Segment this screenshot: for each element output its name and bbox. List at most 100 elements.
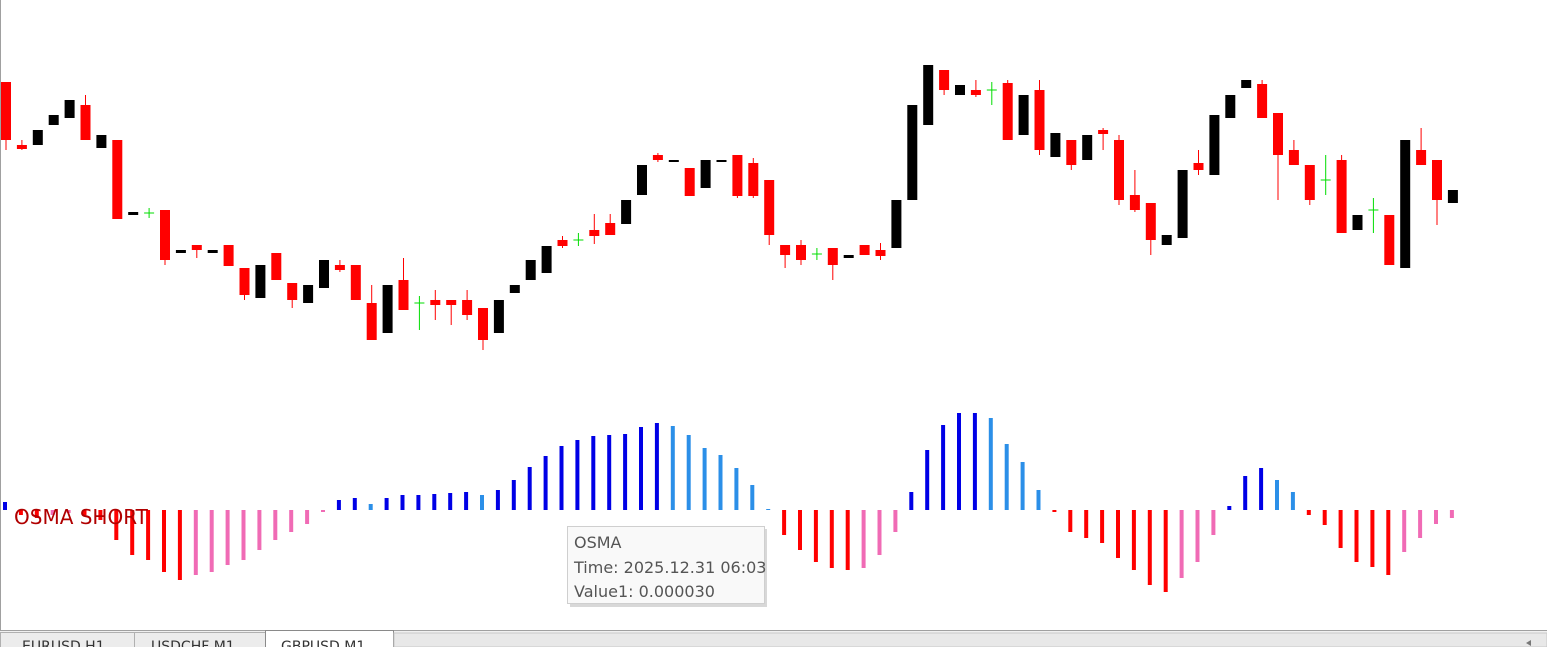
candle-body <box>955 85 965 95</box>
osma-bar <box>209 510 214 572</box>
candle-body <box>1066 140 1077 165</box>
osma-bar <box>813 510 818 562</box>
candle-body <box>1145 203 1156 240</box>
osma-bar <box>861 510 866 568</box>
candle-body <box>1384 215 1395 265</box>
osma-bar <box>241 510 246 560</box>
osma-bar <box>1195 510 1200 562</box>
candle-body <box>112 140 123 219</box>
tab-label[interactable]: GBPUSD,M1 <box>281 639 365 647</box>
osma-bar <box>1449 510 1454 518</box>
osma-bar <box>591 436 596 510</box>
osma-bar <box>1084 510 1089 538</box>
candle-body <box>1288 150 1299 165</box>
osma-bar <box>162 510 166 572</box>
candle-body <box>1098 130 1109 134</box>
candle-body <box>589 230 600 236</box>
osma-bar <box>273 510 278 540</box>
osma-bar <box>702 448 707 510</box>
candle-body <box>748 163 759 196</box>
candle-body <box>1129 195 1140 210</box>
osma-bar <box>3 502 7 510</box>
osma-bar <box>177 510 182 580</box>
candle-body <box>128 212 139 215</box>
candle-body <box>255 265 266 298</box>
osma-bar <box>1306 510 1311 515</box>
osma-bar <box>1147 510 1152 585</box>
candle-body <box>923 65 934 125</box>
osma-bar <box>336 500 341 510</box>
candle-body <box>350 265 361 300</box>
candle-body <box>366 303 377 340</box>
candle-body <box>382 285 393 333</box>
osma-bar <box>1131 510 1136 570</box>
osma-bar <box>1052 510 1057 512</box>
candle-body <box>175 250 186 253</box>
tooltip-title: OSMA <box>574 533 622 552</box>
candle-body <box>1193 163 1204 170</box>
osma-bar <box>1116 510 1120 558</box>
candle-body <box>1050 133 1061 157</box>
candle-body <box>287 283 298 300</box>
scroll-arrow[interactable] <box>1526 640 1531 646</box>
candle-body <box>843 255 854 258</box>
osma-bar <box>1243 476 1248 510</box>
osma-bar <box>34 510 39 518</box>
osma-bar <box>845 510 850 570</box>
candle-body <box>859 245 870 255</box>
osma-bar <box>146 510 151 560</box>
tab-label[interactable]: EURUSD,H1 <box>22 639 105 647</box>
osma-bar <box>1004 444 1009 510</box>
candle-body <box>303 285 314 303</box>
osma-bar <box>559 446 564 510</box>
osma-bar <box>368 504 373 510</box>
osma-bar <box>400 495 405 510</box>
candle-body <box>525 260 536 280</box>
candle-body <box>1416 150 1427 165</box>
osma-bar <box>1322 510 1327 525</box>
osma-bar <box>1259 468 1264 510</box>
osma-bar <box>114 510 119 540</box>
osma-bar <box>511 480 516 510</box>
osma-bar <box>480 495 484 510</box>
osma-bar <box>1211 510 1216 535</box>
osma-bar <box>972 413 977 510</box>
candle-body <box>796 245 806 260</box>
candle-body <box>621 200 632 224</box>
candle-body <box>509 285 520 293</box>
osma-bar <box>877 510 882 555</box>
osma-bar <box>225 510 230 565</box>
osma-bar <box>1227 506 1232 510</box>
candle-body <box>637 165 647 195</box>
tooltip-box <box>567 526 765 604</box>
osma-bar <box>623 434 628 510</box>
osma-bar <box>893 510 898 532</box>
candle-body <box>1082 135 1093 160</box>
osma-bar <box>1370 510 1375 567</box>
osma-bar <box>1290 492 1295 510</box>
tab-bar: EURUSD,H1 USDCHF,M1 GBPUSD,M1 <box>0 630 1547 647</box>
tab-label[interactable]: USDCHF,M1 <box>151 639 235 647</box>
osma-bar <box>1163 510 1168 592</box>
osma-bar <box>1100 510 1105 543</box>
candle-body <box>223 245 234 266</box>
osma-bar <box>1402 510 1407 552</box>
scrollbar[interactable] <box>393 632 1547 647</box>
osma-bar <box>750 485 755 510</box>
osma-bar <box>575 440 580 510</box>
osma-bar <box>957 413 961 510</box>
osma-bar <box>98 510 103 520</box>
candle-body <box>446 300 457 305</box>
osma-bar <box>1020 462 1025 510</box>
osma-bar <box>766 509 771 510</box>
osma-bar <box>527 467 532 510</box>
tooltip-value: Value1: 0.000030 <box>574 582 715 601</box>
candle-body <box>1 82 11 140</box>
osma-bar <box>305 510 310 524</box>
osma-bar <box>686 435 691 510</box>
candle-body <box>207 250 218 253</box>
candle-body <box>1432 160 1442 200</box>
osma-bar <box>607 435 612 510</box>
candle-body <box>1177 170 1188 238</box>
osma-bar <box>925 450 930 510</box>
